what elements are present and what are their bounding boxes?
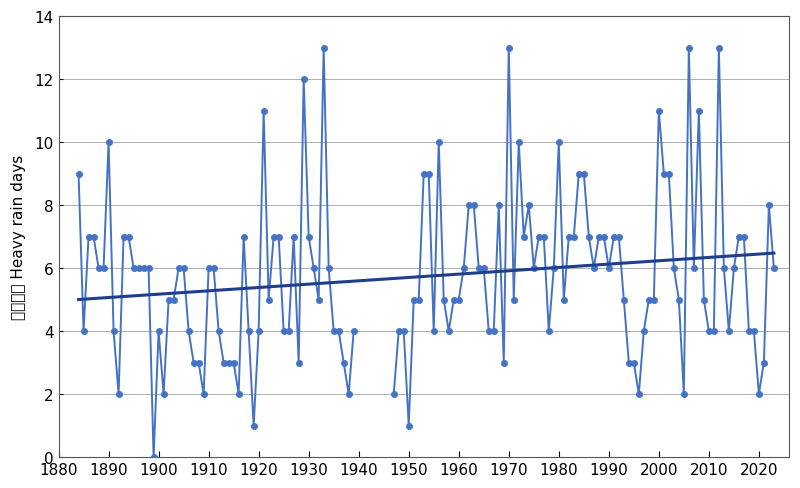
Y-axis label: 大雨日數 Heavy rain days: 大雨日數 Heavy rain days — [11, 155, 26, 320]
